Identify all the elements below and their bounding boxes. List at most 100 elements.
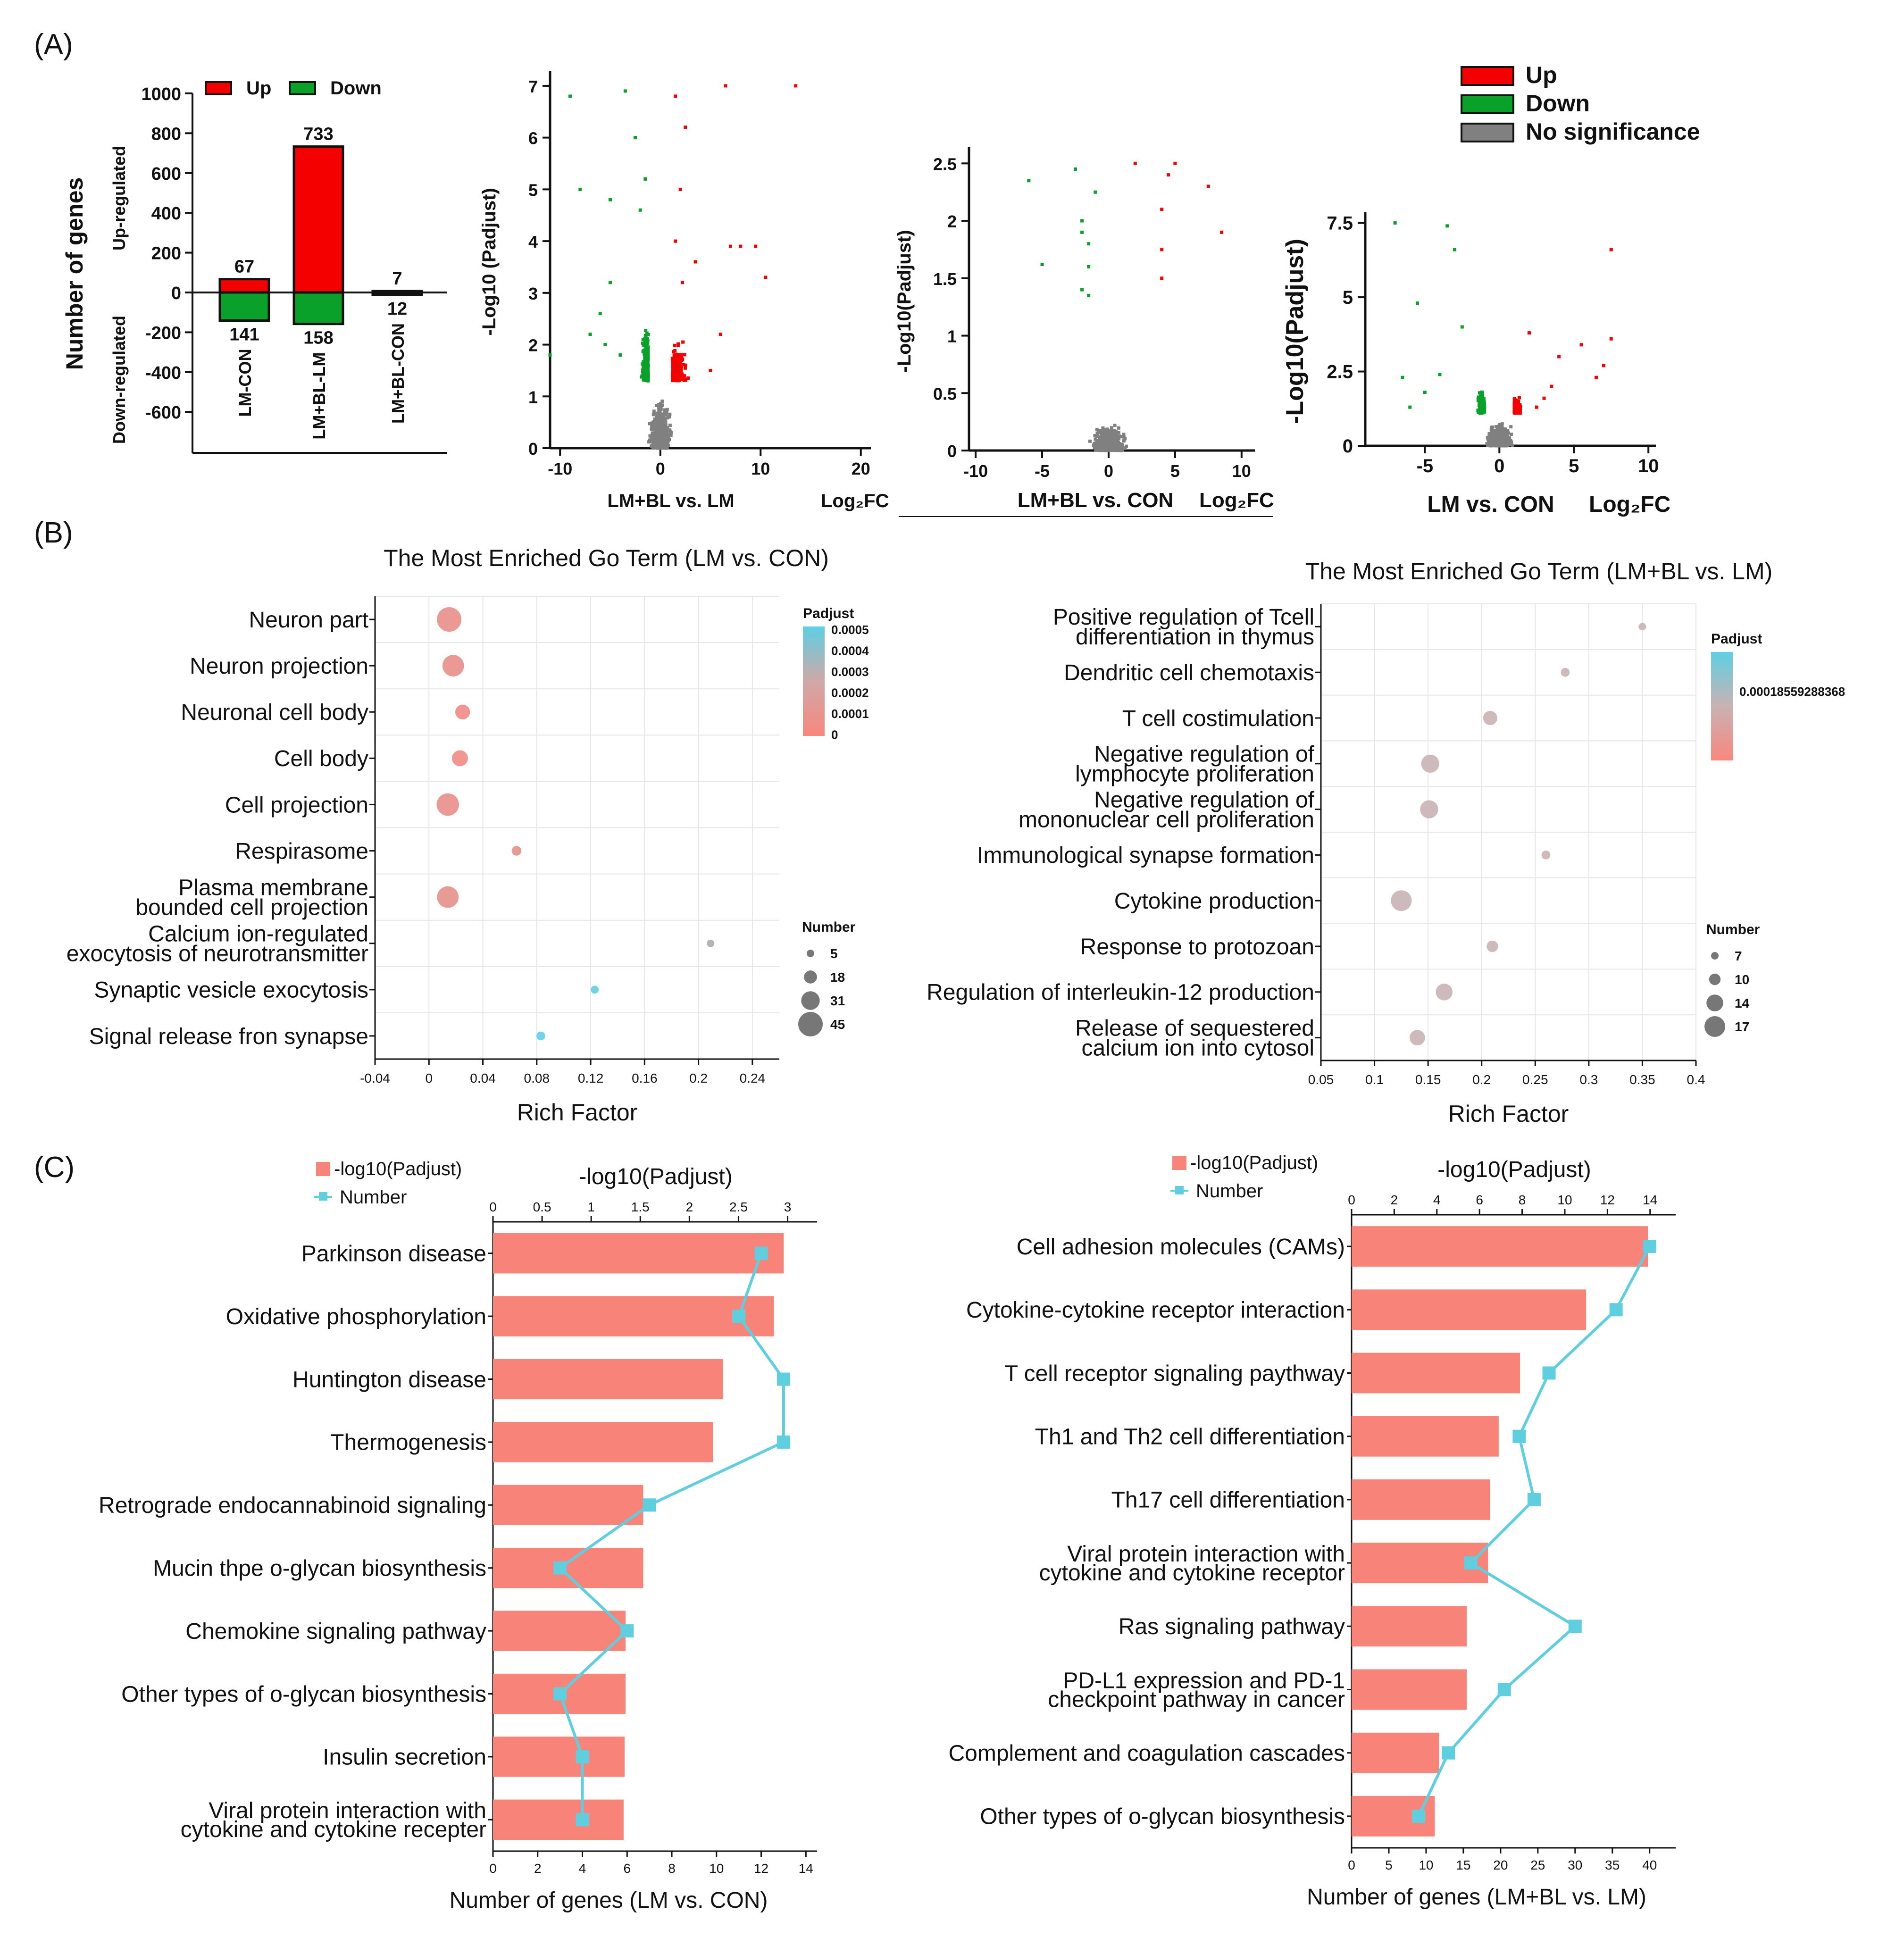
- y-tick-label: 3: [528, 284, 538, 303]
- scatter-point: [1094, 190, 1097, 194]
- scatter-point: [1107, 434, 1111, 437]
- x-tick-label: -5: [1035, 461, 1050, 481]
- dot: [1410, 1030, 1425, 1046]
- scatter-point: [644, 376, 648, 379]
- number-marker: [553, 1561, 567, 1575]
- x-tick-label: 0.04: [470, 1071, 496, 1085]
- scatter-point: [646, 342, 650, 345]
- scatter-point: [652, 439, 656, 443]
- scatter-point: [643, 177, 647, 181]
- scatter-point: [1480, 399, 1484, 403]
- y-tick-label: 600: [151, 164, 181, 184]
- scatter-point: [667, 433, 670, 437]
- scatter-point: [678, 353, 682, 357]
- category-label: Parkinson disease: [301, 1242, 486, 1267]
- size-legend-dot: [1709, 973, 1721, 985]
- scatter-point: [1119, 435, 1122, 439]
- category-label: Mucin thpe o-glycan biosynthesis: [153, 1556, 486, 1581]
- scatter-point: [764, 276, 768, 279]
- x-tick-label: 0.2: [1472, 1072, 1491, 1087]
- scatter-point: [1105, 427, 1109, 431]
- scatter-point: [644, 363, 648, 367]
- plot-title: The Most Enriched Go Term (LM vs. CON): [384, 545, 829, 571]
- x-tick-label: 20: [852, 459, 870, 478]
- category-label: LM+BL-CON: [388, 323, 408, 424]
- term-label: Neuron part: [249, 608, 368, 633]
- dot: [455, 704, 470, 719]
- scatter-point: [686, 376, 690, 380]
- scatter-point: [657, 418, 661, 422]
- scatter-point: [675, 367, 679, 370]
- scatter-point: [1100, 428, 1103, 432]
- scatter-point: [638, 208, 642, 212]
- size-legend-label: 45: [830, 1017, 845, 1032]
- scatter-point: [1482, 410, 1486, 414]
- scatter-point: [1505, 433, 1509, 436]
- term-label: Signal release fron synapse: [89, 1024, 368, 1049]
- scatter-point: [646, 370, 650, 374]
- scatter-point: [655, 435, 659, 439]
- bottom-axis-title: Number of genes (LM+BL vs. LM): [1307, 1885, 1646, 1910]
- x-axis-title: Rich Factor: [517, 1099, 638, 1126]
- bottom-tick-label: 14: [799, 1861, 813, 1876]
- category-label: T cell receptor signaling paythway: [1004, 1361, 1345, 1386]
- scatter-point: [1206, 184, 1210, 188]
- scatter-point: [662, 442, 666, 445]
- legend-label-bar: -log10(Padjust): [334, 1159, 462, 1179]
- scatter-point: [634, 136, 637, 140]
- scatter-point: [660, 413, 664, 417]
- scatter-point: [794, 84, 798, 88]
- y-tick-label: 400: [151, 204, 181, 224]
- scatter-point: [1517, 396, 1521, 400]
- scatter-point: [623, 89, 627, 93]
- top-axis-title: -log10(Padjust): [1437, 1157, 1591, 1182]
- legend-swatch-bar: [316, 1162, 330, 1176]
- scatter-point: [1453, 248, 1457, 251]
- size-legend-label: 7: [1735, 949, 1742, 963]
- bar: [1352, 1606, 1467, 1647]
- bottom-tick-label: 5: [1385, 1858, 1393, 1872]
- scatter-point: [1122, 439, 1126, 443]
- x-tick-label: 0.4: [1687, 1072, 1705, 1087]
- scatter-point: [641, 362, 644, 366]
- scatter-point: [1503, 439, 1506, 443]
- top-tick-label: 0.5: [533, 1200, 551, 1214]
- category-label: LM-CON: [235, 349, 255, 417]
- scatter-point: [1485, 442, 1489, 445]
- scatter-point: [656, 419, 660, 423]
- dot: [437, 607, 462, 632]
- number-marker: [754, 1246, 768, 1260]
- legend-swatch: [1461, 123, 1514, 142]
- scatter-point: [1513, 403, 1517, 407]
- size-legend-label: 14: [1735, 996, 1750, 1010]
- scatter-point: [658, 421, 662, 425]
- x-tick-label: 5: [1170, 461, 1180, 481]
- number-marker: [576, 1750, 589, 1763]
- size-legend-dot: [798, 1012, 823, 1036]
- bottom-tick-label: 40: [1642, 1858, 1657, 1872]
- scatter-point: [669, 431, 673, 434]
- scatter-point: [1507, 437, 1511, 441]
- scatter-point: [1105, 448, 1109, 451]
- dot: [1420, 800, 1438, 818]
- scatter-point: [1095, 428, 1099, 432]
- legend-label-down: Down: [330, 78, 382, 99]
- scatter-point: [1120, 447, 1124, 451]
- x-axis-title: LM+BL vs. LM: [607, 491, 734, 511]
- term-label: Calcium ion-regulated: [148, 922, 368, 947]
- scatter-point: [1478, 408, 1482, 411]
- number-marker: [1512, 1429, 1526, 1443]
- number-marker: [1568, 1620, 1582, 1633]
- scatter-point: [1109, 431, 1113, 434]
- scatter-point: [1445, 224, 1449, 228]
- scatter-point: [667, 415, 671, 419]
- scatter-point: [1113, 424, 1117, 427]
- scatter-point: [1542, 396, 1546, 400]
- number-marker: [777, 1372, 790, 1386]
- scatter-point: [1087, 242, 1091, 246]
- bottom-tick-label: 2: [534, 1861, 542, 1876]
- scatter-point: [1088, 439, 1092, 443]
- scatter-point: [1103, 429, 1107, 433]
- scatter-point: [678, 357, 682, 360]
- bar: [493, 1611, 626, 1651]
